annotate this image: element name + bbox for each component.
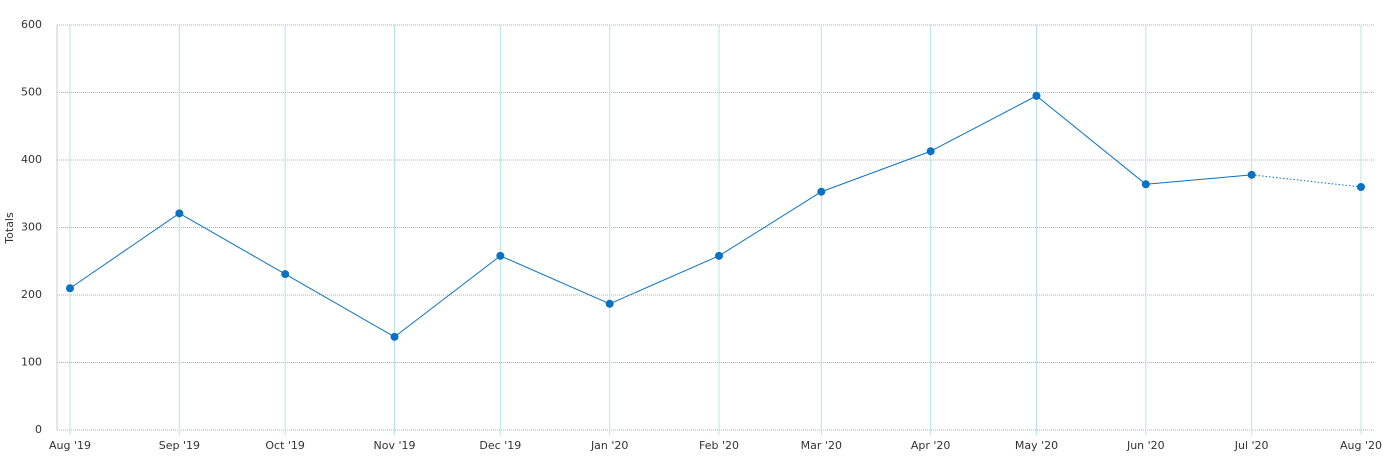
y-axis-label: Totals bbox=[3, 212, 16, 245]
data-point bbox=[175, 209, 184, 218]
data-point bbox=[1032, 91, 1041, 100]
y-tick-label: 600 bbox=[21, 18, 42, 31]
y-tick-label: 400 bbox=[21, 153, 42, 166]
data-point bbox=[496, 251, 505, 260]
x-tick-label: Oct '19 bbox=[265, 439, 305, 452]
data-point bbox=[66, 284, 74, 293]
line-segment bbox=[718, 191, 822, 257]
data-point bbox=[1357, 183, 1365, 191]
x-tick-label: Jun '20 bbox=[1126, 439, 1165, 452]
line-segment bbox=[179, 212, 286, 275]
x-tick-label: Mar '20 bbox=[801, 439, 842, 452]
x-tick-label: Nov '19 bbox=[374, 439, 416, 452]
line-segment bbox=[1145, 174, 1252, 185]
y-tick-label: 200 bbox=[21, 288, 42, 301]
line-segment bbox=[500, 255, 610, 305]
x-tick-label: Apr '20 bbox=[911, 439, 951, 452]
x-tick-label: Dec '19 bbox=[479, 439, 521, 452]
line-segment bbox=[69, 212, 180, 289]
x-tick-label: Jan '20 bbox=[590, 439, 628, 452]
x-tick-label: Sep '19 bbox=[159, 439, 200, 452]
data-point bbox=[281, 270, 290, 279]
data-point bbox=[926, 147, 935, 156]
data-point bbox=[715, 251, 724, 260]
line-segment bbox=[1036, 95, 1147, 185]
data-point bbox=[817, 187, 826, 196]
x-tick-label: Feb '20 bbox=[699, 439, 739, 452]
x-tick-label: Jul '20 bbox=[1234, 439, 1269, 452]
line-segment bbox=[1251, 174, 1362, 188]
y-tick-label: 500 bbox=[21, 86, 42, 99]
line-segment bbox=[394, 255, 501, 338]
line-segment bbox=[821, 150, 931, 193]
x-tick-label: Aug '20 bbox=[1340, 439, 1382, 452]
data-point bbox=[1141, 180, 1150, 189]
x-tick-label: May '20 bbox=[1015, 439, 1058, 452]
y-tick-label: 100 bbox=[21, 356, 42, 369]
x-tick-label: Aug '19 bbox=[49, 439, 91, 452]
line-segment bbox=[284, 273, 395, 338]
data-point bbox=[1247, 170, 1256, 179]
y-tick-label: 300 bbox=[21, 221, 42, 234]
line-segment bbox=[609, 255, 720, 305]
data-point bbox=[605, 299, 614, 308]
data-point bbox=[390, 332, 399, 341]
y-tick-label: 0 bbox=[35, 423, 42, 436]
line-segment bbox=[930, 95, 1037, 152]
